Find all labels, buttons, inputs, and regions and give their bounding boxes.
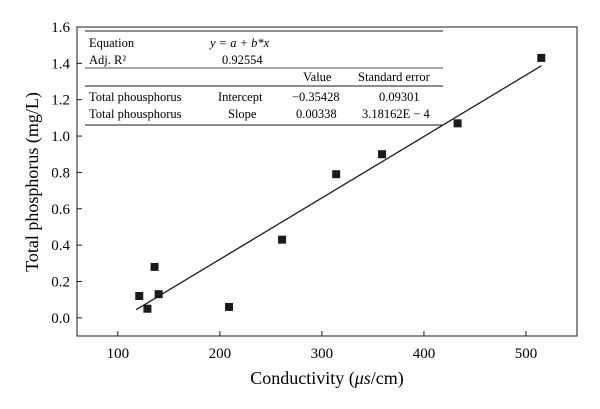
plot-frame xyxy=(76,26,578,337)
data-point xyxy=(378,150,387,159)
col-header-value: Value xyxy=(303,70,332,84)
x-tick-label: 400 xyxy=(413,346,436,362)
y-tick-label: 1.4 xyxy=(51,56,70,72)
row-2-name: Total phousphorus xyxy=(89,107,182,121)
adj-r2-value: 0.92554 xyxy=(222,53,263,67)
fit-line xyxy=(135,65,542,311)
row-2-stderr: 3.18162E − 4 xyxy=(362,107,431,121)
col-header-stderr: Standard error xyxy=(358,70,431,84)
equation-text: y = a + b*x xyxy=(208,36,270,50)
y-tick-label: 0.6 xyxy=(51,202,70,218)
equation-label: Equation xyxy=(89,36,135,50)
y-tick-label: 1.0 xyxy=(51,129,70,145)
data-point xyxy=(332,170,341,179)
data-point xyxy=(154,290,163,299)
data-point xyxy=(135,292,144,301)
x-axis-title: Conductivity (μs/cm) xyxy=(250,368,404,389)
row-2-value: 0.00338 xyxy=(296,107,337,121)
y-axis-title: Total phosphorus (mg/L) xyxy=(22,92,43,272)
y-tick-label: 0.8 xyxy=(51,165,70,181)
row-2-param: Slope xyxy=(228,107,257,121)
data-point xyxy=(225,302,234,311)
row-1-param: Intercept xyxy=(218,90,263,104)
y-tick-label: 1.2 xyxy=(51,93,70,109)
data-point xyxy=(143,304,152,313)
x-tick-label: 200 xyxy=(209,346,232,362)
x-tick-label: 100 xyxy=(107,346,130,362)
data-point xyxy=(150,262,159,271)
row-1-stderr: 0.09301 xyxy=(379,90,420,104)
adj-r2-label: Adj. R² xyxy=(89,53,126,67)
x-tick-label: 300 xyxy=(311,346,334,362)
fit-line-group xyxy=(135,65,542,311)
data-point xyxy=(453,119,462,128)
data-point xyxy=(278,235,287,244)
row-1-name: Total phousphorus xyxy=(89,90,182,104)
data-point xyxy=(537,53,546,62)
x-tick-label: 500 xyxy=(515,346,538,362)
y-tick-label: 0.0 xyxy=(51,311,70,327)
data-points xyxy=(135,53,546,313)
y-tick-label: 1.6 xyxy=(51,20,70,36)
y-tick-label: 0.4 xyxy=(51,238,70,254)
stats-table: Equation y = a + b*x Adj. R² 0.92554 Val… xyxy=(85,30,443,126)
axis-ticks: 100 200 300 400 500 0.0 0.2 0.4 0.6 0.8 1.0 1.2 1.4 1… xyxy=(51,20,537,362)
row-1-value: −0.35428 xyxy=(292,90,340,104)
y-tick-label: 0.2 xyxy=(51,274,70,290)
